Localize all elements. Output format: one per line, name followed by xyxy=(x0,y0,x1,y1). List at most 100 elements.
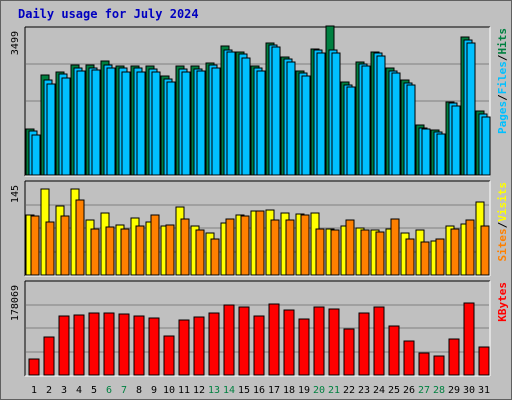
bar-pages-day-18 xyxy=(286,61,296,176)
bar-kbytes-day-16 xyxy=(253,315,265,376)
legend-item: Sites xyxy=(496,228,509,261)
x-tick-day-11: 11 xyxy=(178,385,190,396)
x-tick-day-4: 4 xyxy=(76,385,82,396)
x-tick-day-1: 1 xyxy=(31,385,37,396)
x-tick-day-25: 25 xyxy=(388,385,400,396)
x-tick-day-21: 21 xyxy=(328,385,340,396)
bar-sites-day-10 xyxy=(165,224,175,276)
legend-item: / xyxy=(496,94,509,101)
bar-sites-day-1 xyxy=(30,215,40,276)
legend-item: Visits xyxy=(496,182,509,222)
x-tick-day-12: 12 xyxy=(193,385,205,396)
bar-kbytes-day-26 xyxy=(403,340,415,376)
bar-kbytes-day-20 xyxy=(313,306,325,376)
ymax-label-kbytes: 178069 xyxy=(10,285,21,321)
x-tick-day-17: 17 xyxy=(268,385,280,396)
legend-item: Files xyxy=(496,61,509,94)
bar-pages-day-10 xyxy=(166,81,176,176)
x-tick-day-10: 10 xyxy=(163,385,175,396)
bar-sites-day-2 xyxy=(45,221,55,276)
bar-pages-day-29 xyxy=(451,105,461,176)
bar-sites-day-15 xyxy=(240,215,250,276)
bar-kbytes-day-9 xyxy=(148,317,160,376)
bar-kbytes-day-4 xyxy=(73,314,85,376)
bar-kbytes-day-5 xyxy=(88,312,100,376)
bar-sites-day-26 xyxy=(405,238,415,276)
bar-kbytes-day-18 xyxy=(283,309,295,376)
bar-pages-day-2 xyxy=(46,83,56,176)
x-tick-day-23: 23 xyxy=(358,385,370,396)
x-tick-day-28: 28 xyxy=(433,385,445,396)
bar-sites-day-9 xyxy=(150,214,160,276)
bar-pages-day-22 xyxy=(346,86,356,176)
bar-pages-day-3 xyxy=(61,77,71,176)
bar-sites-day-5 xyxy=(90,228,100,276)
x-tick-day-8: 8 xyxy=(136,385,142,396)
bar-kbytes-day-19 xyxy=(298,318,310,376)
bar-sites-day-12 xyxy=(195,229,205,276)
bar-sites-day-22 xyxy=(345,219,355,276)
bar-sites-day-3 xyxy=(60,215,70,276)
bar-pages-day-27 xyxy=(421,128,431,176)
x-tick-day-9: 9 xyxy=(151,385,157,396)
legend-item: KBytes xyxy=(496,282,509,322)
legend-item: / xyxy=(496,54,509,61)
bar-kbytes-day-31 xyxy=(478,346,490,376)
bar-kbytes-day-12 xyxy=(193,316,205,376)
x-tick-day-20: 20 xyxy=(313,385,325,396)
bar-kbytes-day-8 xyxy=(133,315,145,376)
ymax-label-visits-sites: 145 xyxy=(10,185,21,203)
bar-kbytes-day-24 xyxy=(373,306,385,376)
chart-title: Daily usage for July 2024 xyxy=(18,7,199,21)
bar-sites-day-11 xyxy=(180,218,190,276)
bar-sites-day-18 xyxy=(285,219,295,276)
x-tick-day-29: 29 xyxy=(448,385,460,396)
x-tick-day-15: 15 xyxy=(238,385,250,396)
bar-sites-day-27 xyxy=(420,241,430,276)
bar-kbytes-day-15 xyxy=(238,306,250,376)
x-tick-day-5: 5 xyxy=(91,385,97,396)
bar-pages-day-6 xyxy=(106,67,116,176)
x-tick-day-7: 7 xyxy=(121,385,127,396)
bar-kbytes-day-13 xyxy=(208,312,220,376)
bar-pages-day-17 xyxy=(271,46,281,176)
bar-sites-day-24 xyxy=(375,231,385,276)
legend-kbytes: KBytes xyxy=(496,282,509,322)
bar-kbytes-day-7 xyxy=(118,313,130,376)
bar-pages-day-20 xyxy=(316,52,326,176)
bar-kbytes-day-10 xyxy=(163,335,175,376)
bar-kbytes-day-22 xyxy=(343,328,355,376)
bar-kbytes-day-17 xyxy=(268,303,280,376)
legend-item: Pages xyxy=(496,101,509,134)
bar-pages-day-16 xyxy=(256,70,266,176)
x-tick-day-18: 18 xyxy=(283,385,295,396)
legend-item: Hits xyxy=(496,28,509,55)
bar-sites-day-28 xyxy=(435,238,445,276)
bar-pages-day-4 xyxy=(76,70,86,176)
bar-sites-day-23 xyxy=(360,229,370,276)
bar-kbytes-day-11 xyxy=(178,319,190,376)
bar-sites-day-7 xyxy=(120,228,130,276)
bar-kbytes-day-1 xyxy=(28,358,40,376)
x-tick-day-3: 3 xyxy=(61,385,67,396)
bar-kbytes-day-29 xyxy=(448,338,460,376)
bar-kbytes-day-28 xyxy=(433,355,445,376)
bar-pages-day-12 xyxy=(196,70,206,176)
bar-sites-day-21 xyxy=(330,229,340,276)
bar-pages-day-28 xyxy=(436,133,446,176)
ymax-label-hits-files-pages: 3499 xyxy=(10,31,21,55)
bar-kbytes-day-25 xyxy=(388,325,400,376)
bar-kbytes-day-3 xyxy=(58,315,70,376)
bar-pages-day-15 xyxy=(241,57,251,176)
bar-sites-day-30 xyxy=(465,219,475,276)
bar-sites-day-29 xyxy=(450,228,460,276)
bar-sites-day-4 xyxy=(75,199,85,276)
bar-pages-day-19 xyxy=(301,75,311,176)
bar-pages-day-11 xyxy=(181,71,191,176)
x-tick-day-6: 6 xyxy=(106,385,112,396)
x-tick-day-14: 14 xyxy=(223,385,235,396)
bar-pages-day-26 xyxy=(406,84,416,176)
bar-kbytes-day-27 xyxy=(418,352,430,376)
bar-pages-day-13 xyxy=(211,67,221,176)
x-tick-day-22: 22 xyxy=(343,385,355,396)
